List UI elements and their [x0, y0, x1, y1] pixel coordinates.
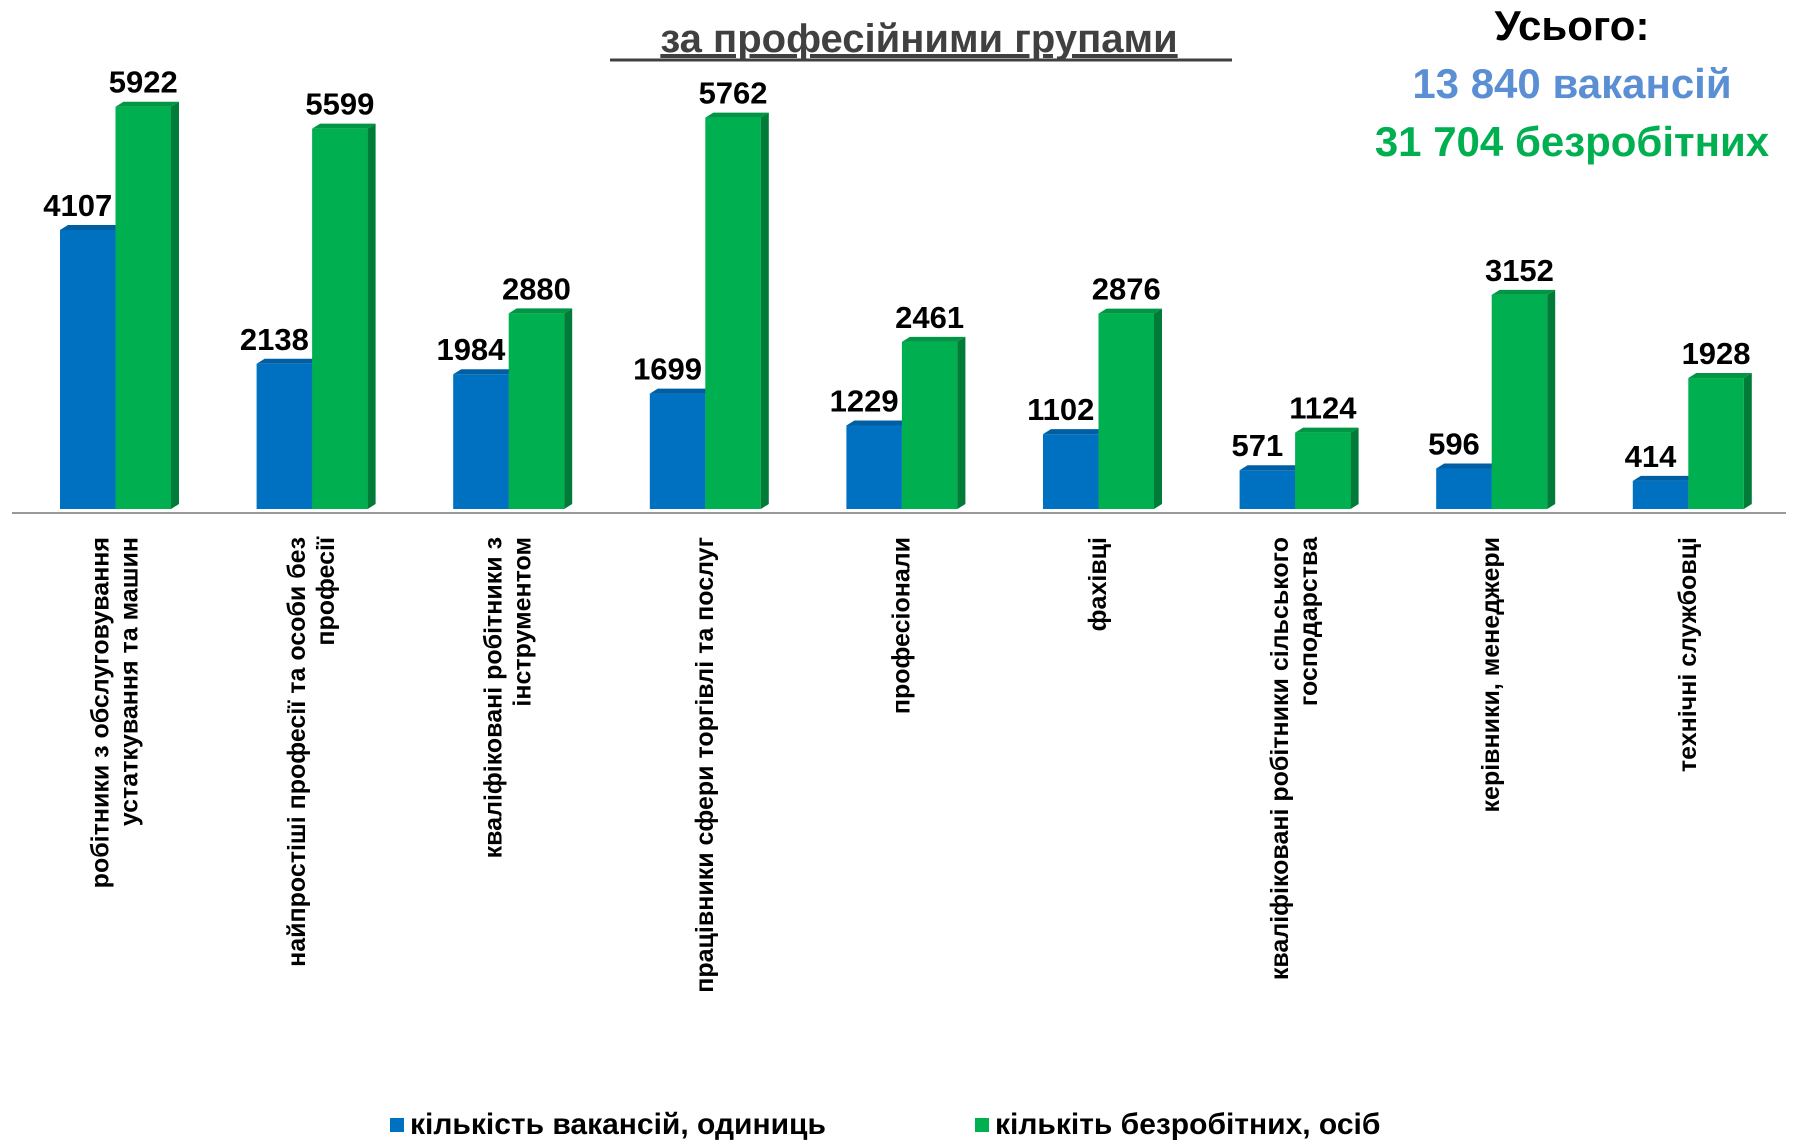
- legend-swatch: [390, 1118, 404, 1132]
- bar: [1436, 468, 1492, 509]
- x-tick-label: керівники, менеджери: [1477, 537, 1506, 813]
- bar-top: [1098, 308, 1162, 314]
- bar: [256, 363, 313, 509]
- value-label: 2880: [502, 271, 571, 306]
- bar: [901, 341, 958, 509]
- bar-top: [1436, 463, 1500, 469]
- bar-side: [1547, 289, 1556, 509]
- bar-side: [1154, 308, 1162, 509]
- x-tick-label: працівники сфери торгівлі та послуг: [690, 537, 719, 993]
- bar-top: [312, 123, 376, 129]
- value-label: 5762: [699, 76, 768, 111]
- bar: [649, 393, 706, 509]
- bar: [705, 117, 761, 509]
- bar-top: [1295, 427, 1359, 433]
- bar-side: [367, 123, 376, 510]
- bar-top: [115, 101, 179, 107]
- bar-top: [256, 358, 321, 364]
- x-tick-label: фахівці: [1084, 537, 1112, 632]
- bar-side: [957, 336, 966, 509]
- bar-side: [171, 101, 179, 509]
- bar: [312, 128, 368, 510]
- bar-top: [649, 388, 714, 394]
- bar-top: [1632, 475, 1697, 481]
- bar-top: [1043, 429, 1107, 435]
- value-label: 2138: [240, 322, 309, 357]
- legend-label: кількість вакансій, одиниць: [410, 1108, 826, 1141]
- bar-top: [60, 225, 124, 231]
- value-label: 1928: [1682, 336, 1751, 371]
- bar: [1491, 294, 1548, 509]
- bar-top: [453, 369, 517, 375]
- value-label: 5922: [109, 65, 178, 100]
- value-label: 1124: [1289, 391, 1357, 426]
- bar: [1688, 378, 1744, 509]
- bar-top: [1491, 289, 1556, 295]
- bar: [846, 425, 902, 509]
- total-heading: Усього:: [1494, 2, 1650, 49]
- value-label: 2461: [895, 300, 964, 335]
- bar: [453, 374, 509, 509]
- x-tick-label: технічні службовці: [1673, 537, 1702, 773]
- bar: [1239, 470, 1296, 509]
- value-label: 2876: [1092, 272, 1161, 307]
- legend-label: кількіть безробітних, осіб: [995, 1108, 1380, 1141]
- x-tick-label: професіонали: [887, 537, 916, 715]
- bar-top: [846, 420, 910, 426]
- total-vacancies: 13 840 вакансій: [1412, 60, 1732, 107]
- value-label: 1984: [436, 332, 506, 367]
- bar: [115, 106, 171, 509]
- bar-top: [705, 112, 769, 118]
- bar-side: [1743, 373, 1752, 509]
- bar: [1632, 480, 1689, 509]
- bar: [60, 230, 116, 510]
- value-label: 1229: [830, 384, 899, 419]
- bar: [1043, 434, 1099, 509]
- value-label: 5599: [305, 87, 374, 122]
- bar: [1098, 313, 1154, 509]
- bar-side: [564, 308, 573, 509]
- bar-side: [1350, 427, 1359, 509]
- bar-top: [1239, 465, 1304, 471]
- x-tick-label: кваліфіковані робітники з інструментом: [479, 537, 537, 859]
- value-label: 571: [1231, 428, 1283, 463]
- value-label: 414: [1625, 439, 1677, 474]
- legend-swatch: [975, 1118, 989, 1132]
- value-label: 4107: [43, 188, 112, 223]
- bar-top: [508, 308, 573, 314]
- x-tick-label: кваліфіковані робітники сільського госпо…: [1266, 537, 1323, 981]
- value-label: 1699: [633, 352, 702, 387]
- bar-top: [1688, 373, 1752, 379]
- bar-top: [901, 336, 966, 342]
- bar: [508, 313, 565, 509]
- x-tick-label: найпростіші професії та особи без профес…: [283, 537, 340, 967]
- x-tick-label: робітники з обслуговування устаткування …: [86, 537, 144, 889]
- chart-title: за професійними групами: [660, 17, 1177, 61]
- bar: [1295, 432, 1351, 509]
- value-label: 596: [1428, 427, 1480, 462]
- value-label: 1102: [1027, 392, 1094, 427]
- total-unemployed: 31 704 безробітних: [1374, 118, 1770, 165]
- bar-side: [760, 112, 769, 509]
- value-label: 3152: [1485, 253, 1554, 288]
